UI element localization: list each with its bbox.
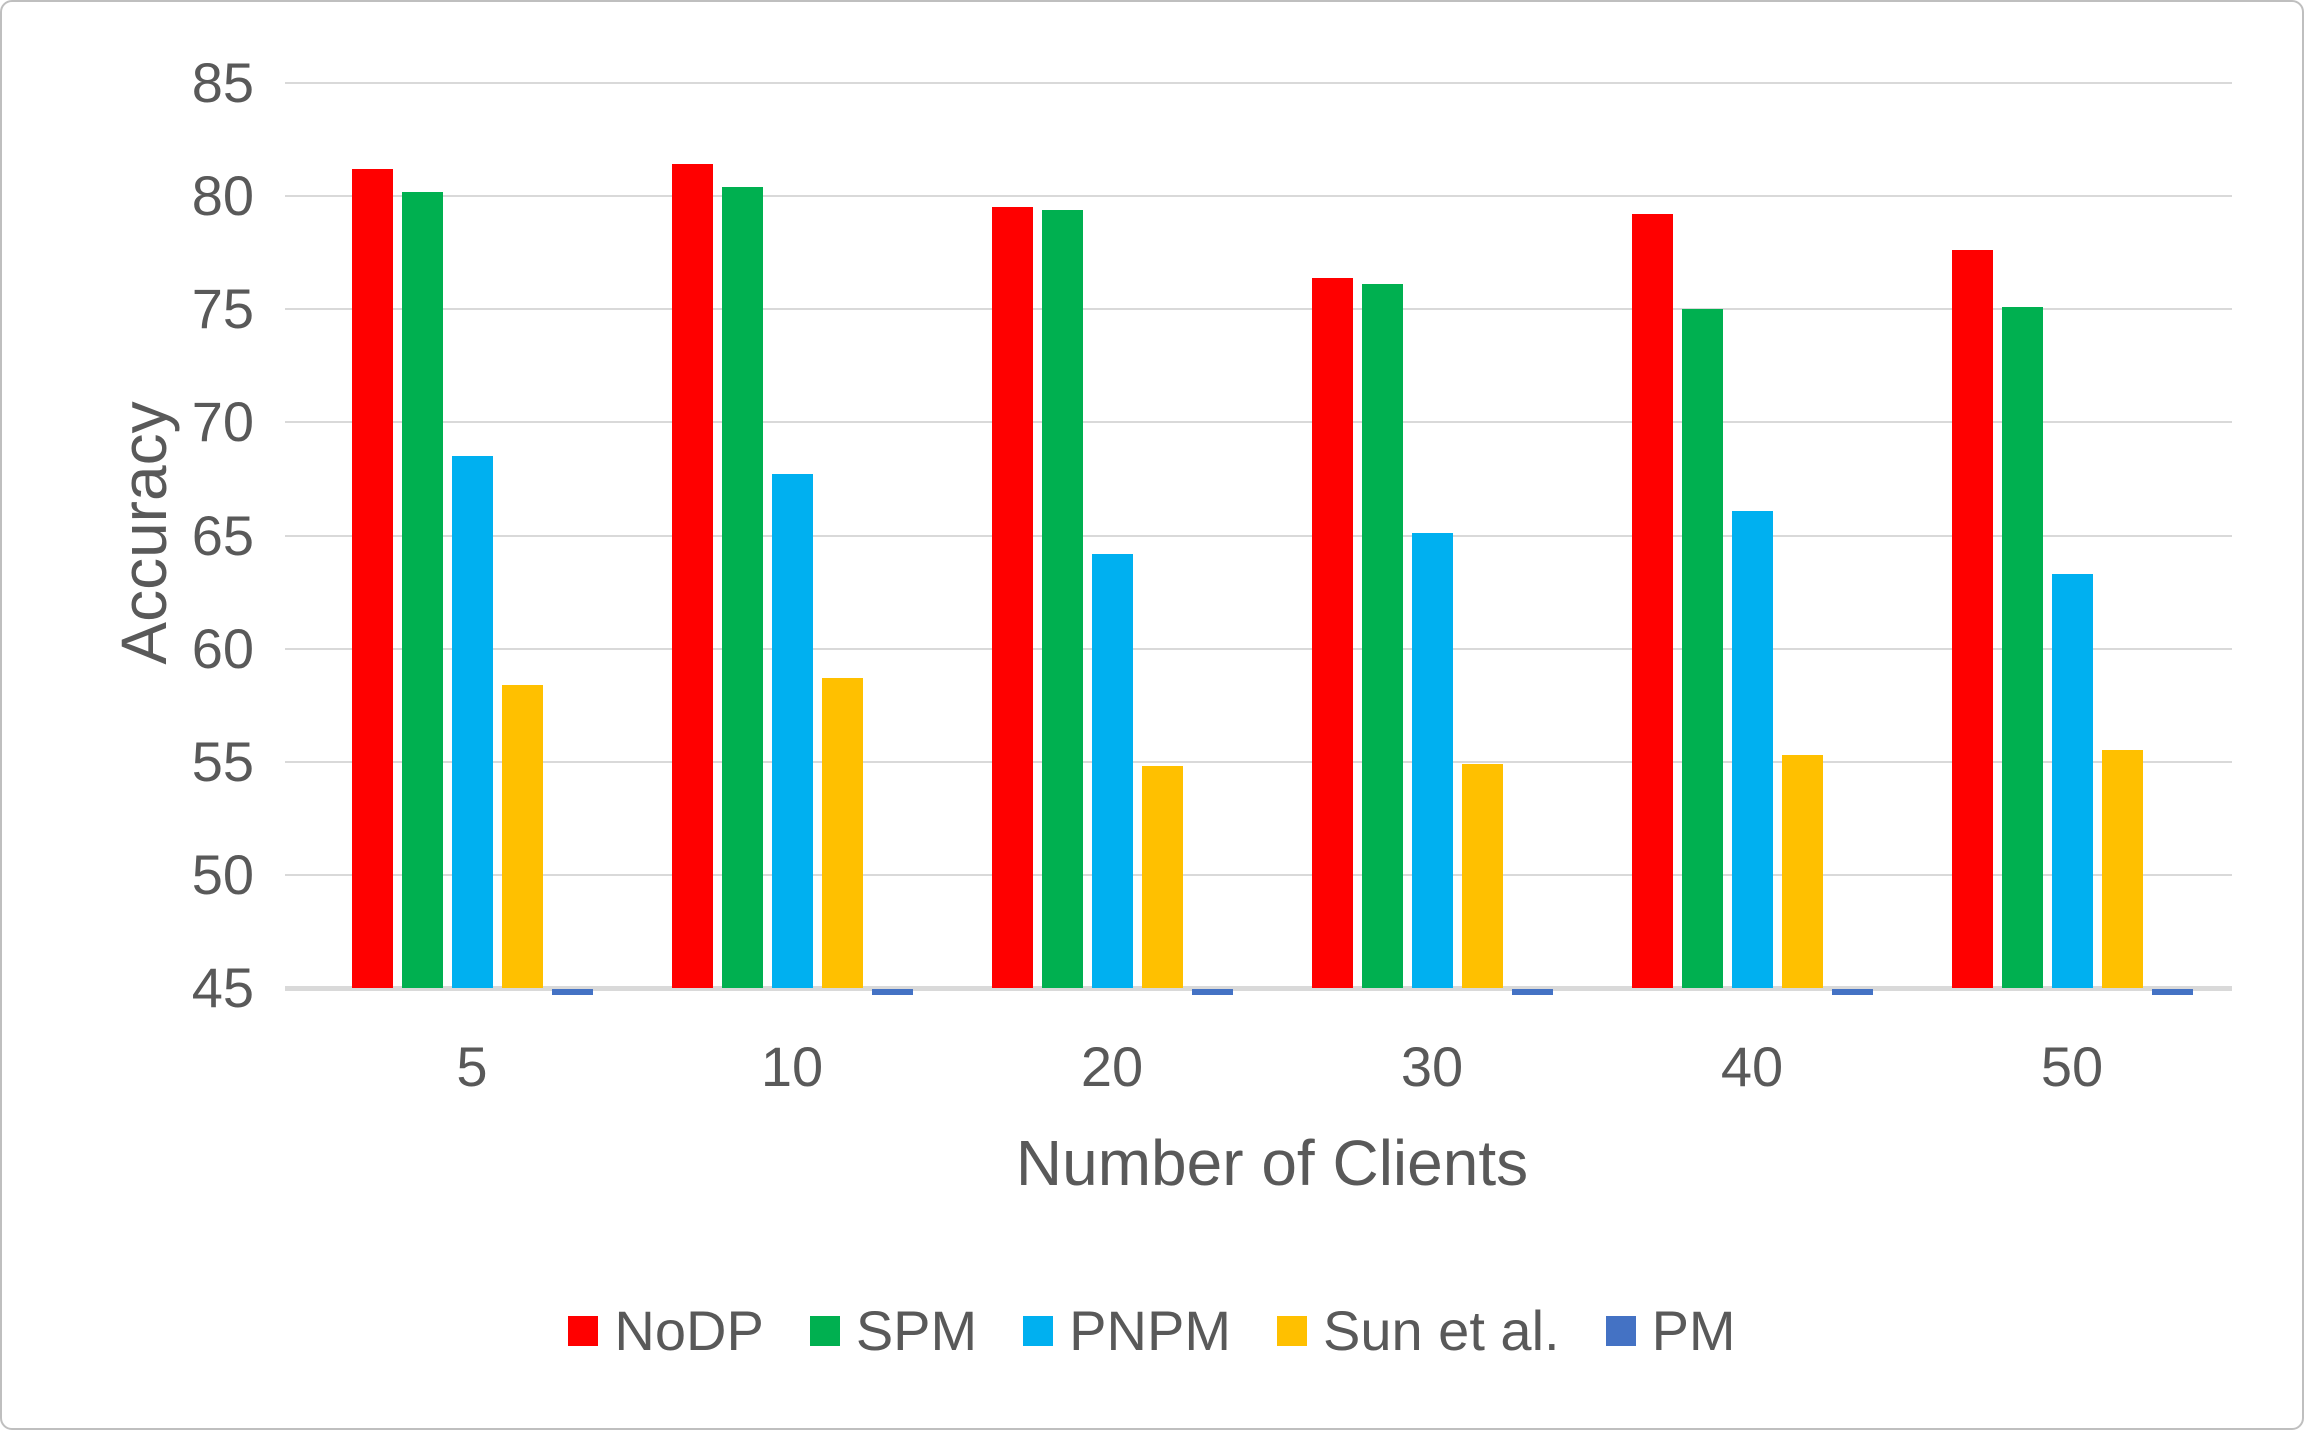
gridline-85 <box>285 82 2232 84</box>
bar-sun-et-al-30 <box>1461 764 1503 988</box>
bar-pnpm-30 <box>1411 533 1453 988</box>
legend-swatch-pnpm <box>1023 1315 1054 1346</box>
y-tick-label-75: 75 <box>191 277 254 340</box>
legend-swatch-nodp <box>568 1315 599 1346</box>
bar-pnpm-20 <box>1091 554 1133 988</box>
gridline-55 <box>285 761 2232 763</box>
bar-nodp-10 <box>671 164 713 988</box>
bar-nodp-30 <box>1311 278 1353 988</box>
gridline-75 <box>285 308 2232 310</box>
legend-item-spm: SPM <box>809 1298 978 1363</box>
gridline-70 <box>285 421 2232 423</box>
legend-label-nodp: NoDP <box>614 1299 764 1362</box>
plot-area: 45 50 55 60 65 70 75 80 85 5 10 20 30 40 50 Number of C… <box>192 51 2232 1199</box>
legend-item-pnpm: PNPM <box>1023 1298 1231 1363</box>
bar-pm-40 <box>1831 989 1873 995</box>
bar-pm-20 <box>1191 989 1233 995</box>
x-tick-label-20: 20 <box>1080 1035 1144 1098</box>
bar-pm-30 <box>1511 989 1553 995</box>
x-axis-title: Number of Clients <box>1015 1127 1529 1199</box>
x-tick-label-50: 50 <box>2040 1035 2104 1098</box>
legend-item-pm: PM <box>1605 1298 1736 1363</box>
legend-swatch-sun-et-al <box>1276 1315 1307 1346</box>
legend-label-spm: SPM <box>855 1299 978 1362</box>
legend: NoDP SPM PNPM Sun et al. PM <box>2 1298 2302 1363</box>
legend-swatch-pm <box>1605 1315 1636 1346</box>
y-tick-label-80: 80 <box>191 164 254 227</box>
bar-spm-40 <box>1681 309 1723 988</box>
bar-spm-30 <box>1361 284 1403 988</box>
y-tick-label-70: 70 <box>191 390 254 453</box>
legend-item-nodp: NoDP <box>568 1298 764 1363</box>
gridline-45 <box>285 986 2232 991</box>
bar-spm-20 <box>1041 210 1083 988</box>
legend-swatch-spm <box>809 1315 840 1346</box>
y-tick-label-55: 55 <box>191 730 254 793</box>
bar-pnpm-40 <box>1731 511 1773 988</box>
legend-item-sun-et-al: Sun et al. <box>1276 1298 1560 1363</box>
bar-nodp-5 <box>351 169 393 988</box>
y-tick-label-45: 45 <box>191 956 254 1019</box>
x-tick-label-10: 10 <box>760 1035 824 1098</box>
bar-pnpm-10 <box>771 474 813 988</box>
bar-spm-5 <box>401 192 443 988</box>
y-tick-label-65: 65 <box>191 504 254 567</box>
y-tick-label-85: 85 <box>191 51 254 114</box>
y-tick-label-60: 60 <box>191 617 254 680</box>
bar-pm-10 <box>871 989 913 995</box>
bar-sun-et-al-50 <box>2101 750 2143 988</box>
legend-label-pm: PM <box>1651 1299 1736 1362</box>
bar-spm-10 <box>721 187 763 988</box>
bar-sun-et-al-5 <box>501 685 543 988</box>
bar-pm-50 <box>2151 989 2193 995</box>
bar-nodp-20 <box>991 207 1033 988</box>
legend-label-sun-et-al: Sun et al. <box>1322 1299 1560 1362</box>
x-tick-label-40: 40 <box>1720 1035 1784 1098</box>
x-tick-label-30: 30 <box>1400 1035 1464 1098</box>
gridline-80 <box>285 195 2232 197</box>
bar-spm-50 <box>2001 307 2043 988</box>
bar-pnpm-5 <box>451 456 493 988</box>
gridline-65 <box>285 535 2232 537</box>
gridline-60 <box>285 648 2232 650</box>
bar-pm-5 <box>551 989 593 995</box>
bar-nodp-50 <box>1951 250 1993 988</box>
gridline-50 <box>285 874 2232 876</box>
bar-nodp-40 <box>1631 214 1673 988</box>
bar-sun-et-al-20 <box>1141 766 1183 988</box>
bar-sun-et-al-40 <box>1781 755 1823 988</box>
x-tick-label-5: 5 <box>456 1035 488 1098</box>
legend-label-pnpm: PNPM <box>1069 1299 1231 1362</box>
bar-sun-et-al-10 <box>821 678 863 988</box>
bar-pnpm-50 <box>2051 574 2093 988</box>
y-tick-label-50: 50 <box>191 843 254 906</box>
